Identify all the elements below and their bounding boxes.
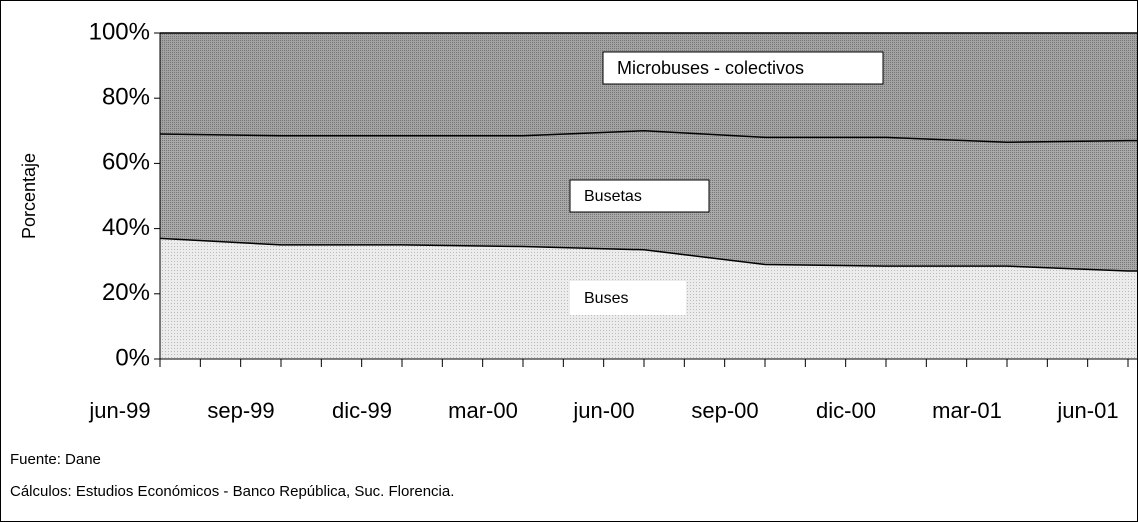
series-label-box bbox=[569, 179, 710, 213]
area-edge bbox=[159, 130, 1137, 143]
source-note: Fuente: Dane bbox=[10, 451, 101, 468]
x-tick-label: jun-99 bbox=[88, 398, 150, 423]
x-tick-label: jun-01 bbox=[1056, 398, 1118, 423]
y-tick-label: 0% bbox=[115, 344, 150, 371]
x-tick-label: sep-99 bbox=[207, 398, 274, 423]
x-tick-label: mar-01 bbox=[932, 398, 1002, 423]
y-tick-label: 100% bbox=[89, 18, 150, 45]
y-axis-label: Porcentaje bbox=[19, 153, 39, 239]
x-tick-label: sep-00 bbox=[691, 398, 758, 423]
y-tick-label: 60% bbox=[102, 149, 150, 176]
area-edge bbox=[159, 237, 1137, 272]
calc-note: Cálculos: Estudios Económicos - Banco Re… bbox=[10, 483, 454, 500]
x-tick-label: dic-00 bbox=[816, 398, 876, 423]
y-tick-label: 40% bbox=[102, 214, 150, 241]
y-tick-label: 80% bbox=[102, 84, 150, 111]
x-tick-label: mar-00 bbox=[448, 398, 518, 423]
area-texture bbox=[160, 33, 1137, 143]
x-tick-label: dic-99 bbox=[332, 398, 392, 423]
series-label-box bbox=[602, 51, 884, 85]
y-tick-label: 20% bbox=[102, 279, 150, 306]
series-label: Busetas bbox=[584, 188, 642, 205]
series-label: Buses bbox=[584, 290, 628, 307]
series-label-box bbox=[570, 281, 686, 315]
x-tick-label: jun-00 bbox=[572, 398, 634, 423]
series-label: Microbuses - colectivos bbox=[617, 58, 804, 78]
